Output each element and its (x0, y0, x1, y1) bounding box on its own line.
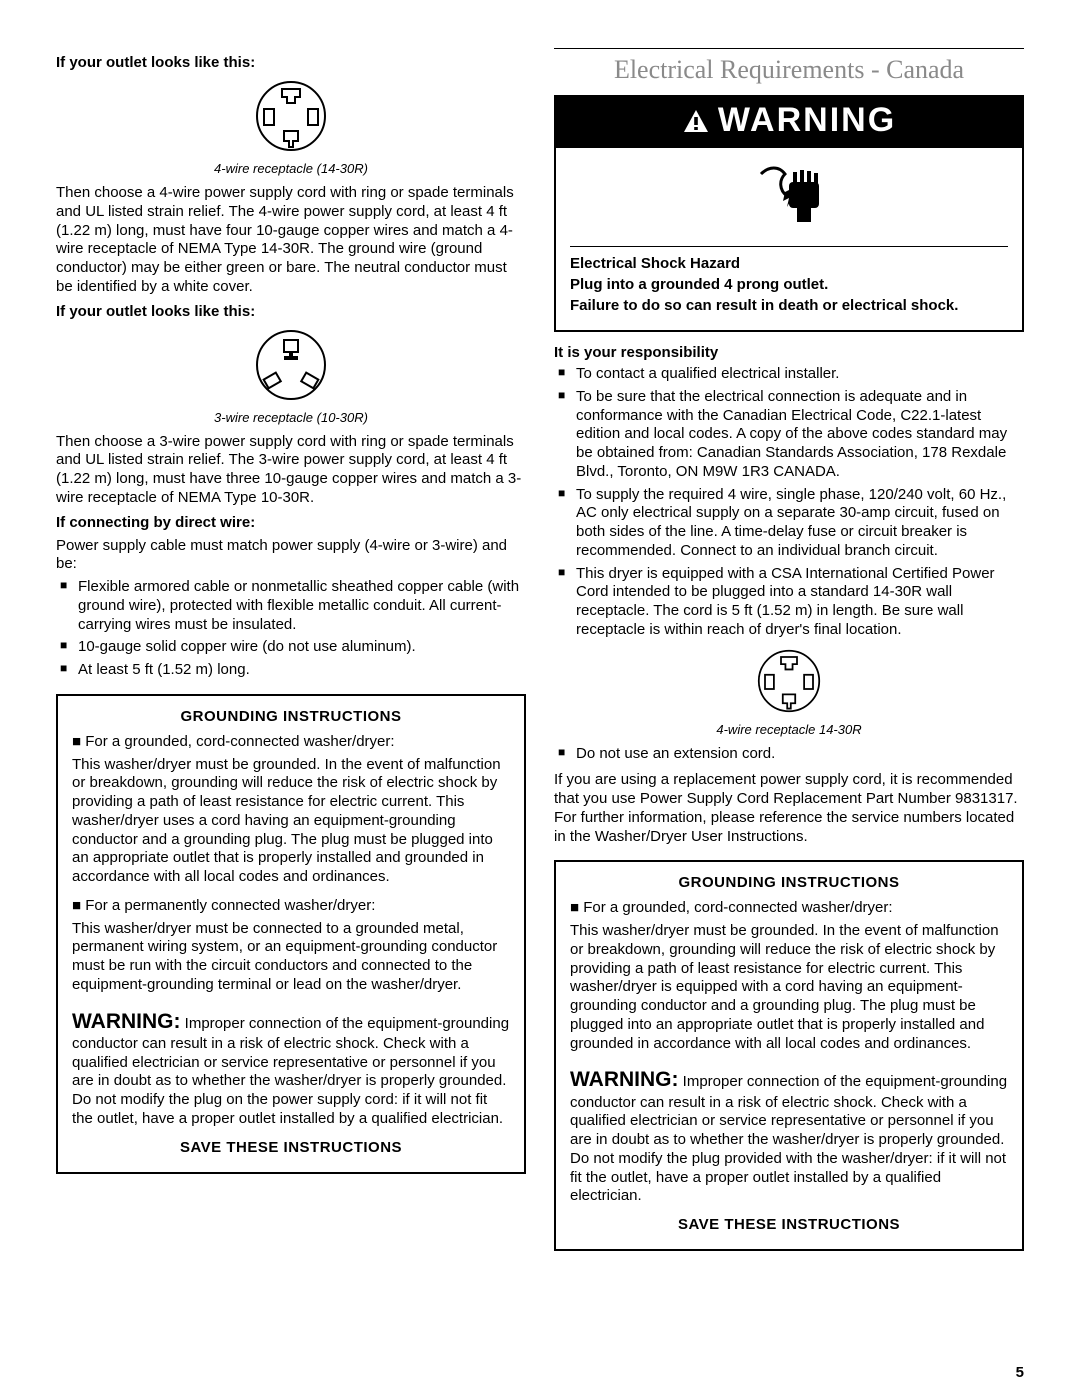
warning-text: Improper connection of the equipment-gro… (570, 1073, 1007, 1204)
outlet-heading-2: If your outlet looks like this: (56, 303, 526, 320)
responsibility-heading: It is your responsibility (554, 344, 1024, 361)
direct-wire-heading: If connecting by direct wire: (56, 514, 526, 531)
save-instructions: SAVE THESE INSTRUCTIONS (72, 1139, 510, 1156)
grounding-item-1-text: This washer/dryer must be grounded. In t… (72, 756, 510, 887)
receptacle-4wire-diagram (56, 79, 526, 157)
receptacle-4wire-canada-diagram (554, 648, 1024, 718)
section-title-canada: Electrical Requirements - Canada (554, 55, 1024, 85)
list-item: To contact a qualified electrical instal… (554, 365, 1024, 384)
receptacle-4wire-canada-caption: 4-wire receptacle 14-30R (554, 722, 1024, 737)
direct-wire-intro: Power supply cable must match power supp… (56, 537, 526, 575)
para-3wire: Then choose a 3-wire power supply cord w… (56, 433, 526, 508)
list-item: At least 5 ft (1.52 m) long. (56, 661, 526, 680)
outlet-heading-1: If your outlet looks like this: (56, 54, 526, 71)
warning-banner: WARNING (554, 95, 1024, 148)
hazard-line: Failure to do so can result in death or … (570, 297, 1008, 314)
grounding-title: GROUNDING INSTRUCTIONS (72, 708, 510, 725)
list-item: To supply the required 4 wire, single ph… (554, 486, 1024, 561)
left-column: If your outlet looks like this: 4-wire r… (56, 48, 526, 1251)
list-item: To be sure that the electrical connectio… (554, 388, 1024, 482)
direct-wire-list: Flexible armored cable or nonmetallic sh… (56, 578, 526, 680)
grounding-item-2-text: This washer/dryer must be connected to a… (72, 920, 510, 995)
warning-triangle-icon (682, 108, 710, 134)
responsibility-list: To contact a qualified electrical instal… (554, 365, 1024, 640)
grounding-box-left: GROUNDING INSTRUCTIONS ■ For a grounded,… (56, 694, 526, 1174)
shock-hazard-icon (556, 148, 1022, 246)
receptacle-3wire-diagram (56, 328, 526, 406)
warning-banner-text: WARNING (718, 101, 896, 140)
hazard-line: Electrical Shock Hazard (570, 255, 1008, 272)
responsibility-list-2: Do not use an extension cord. (554, 745, 1024, 764)
save-instructions: SAVE THESE INSTRUCTIONS (570, 1216, 1008, 1233)
list-item: Do not use an extension cord. (554, 745, 1024, 764)
replacement-cord-para: If you are using a replacement power sup… (554, 771, 1024, 846)
receptacle-4wire-caption: 4-wire receptacle (14-30R) (56, 161, 526, 176)
grounding-title: GROUNDING INSTRUCTIONS (570, 874, 1008, 891)
grounding-box-right: GROUNDING INSTRUCTIONS ■ For a grounded,… (554, 860, 1024, 1251)
receptacle-3wire-caption: 3-wire receptacle (10-30R) (56, 410, 526, 425)
grounding-warning: WARNING: Improper connection of the equi… (570, 1067, 1008, 1206)
grounding-item-1-text: This washer/dryer must be grounded. In t… (570, 922, 1008, 1053)
warning-word: WARNING: (72, 1010, 181, 1033)
hazard-line: Plug into a grounded 4 prong outlet. (570, 276, 1008, 293)
list-item: 10-gauge solid copper wire (do not use a… (56, 638, 526, 657)
list-item: Flexible armored cable or nonmetallic sh… (56, 578, 526, 634)
warning-box: WARNING Electr (554, 95, 1024, 332)
grounding-item-1-lead: ■ For a grounded, cord-connected washer/… (72, 733, 510, 752)
page-number: 5 (1016, 1364, 1024, 1381)
para-4wire: Then choose a 4-wire power supply cord w… (56, 184, 526, 297)
grounding-item-1-lead: ■ For a grounded, cord-connected washer/… (570, 899, 1008, 918)
right-column: Electrical Requirements - Canada WARNING (554, 48, 1024, 1251)
grounding-item-2-lead: ■ For a permanently connected washer/dry… (72, 897, 510, 916)
warning-word: WARNING: (570, 1068, 679, 1091)
list-item: This dryer is equipped with a CSA Intern… (554, 565, 1024, 640)
grounding-warning: WARNING: Improper connection of the equi… (72, 1009, 510, 1129)
